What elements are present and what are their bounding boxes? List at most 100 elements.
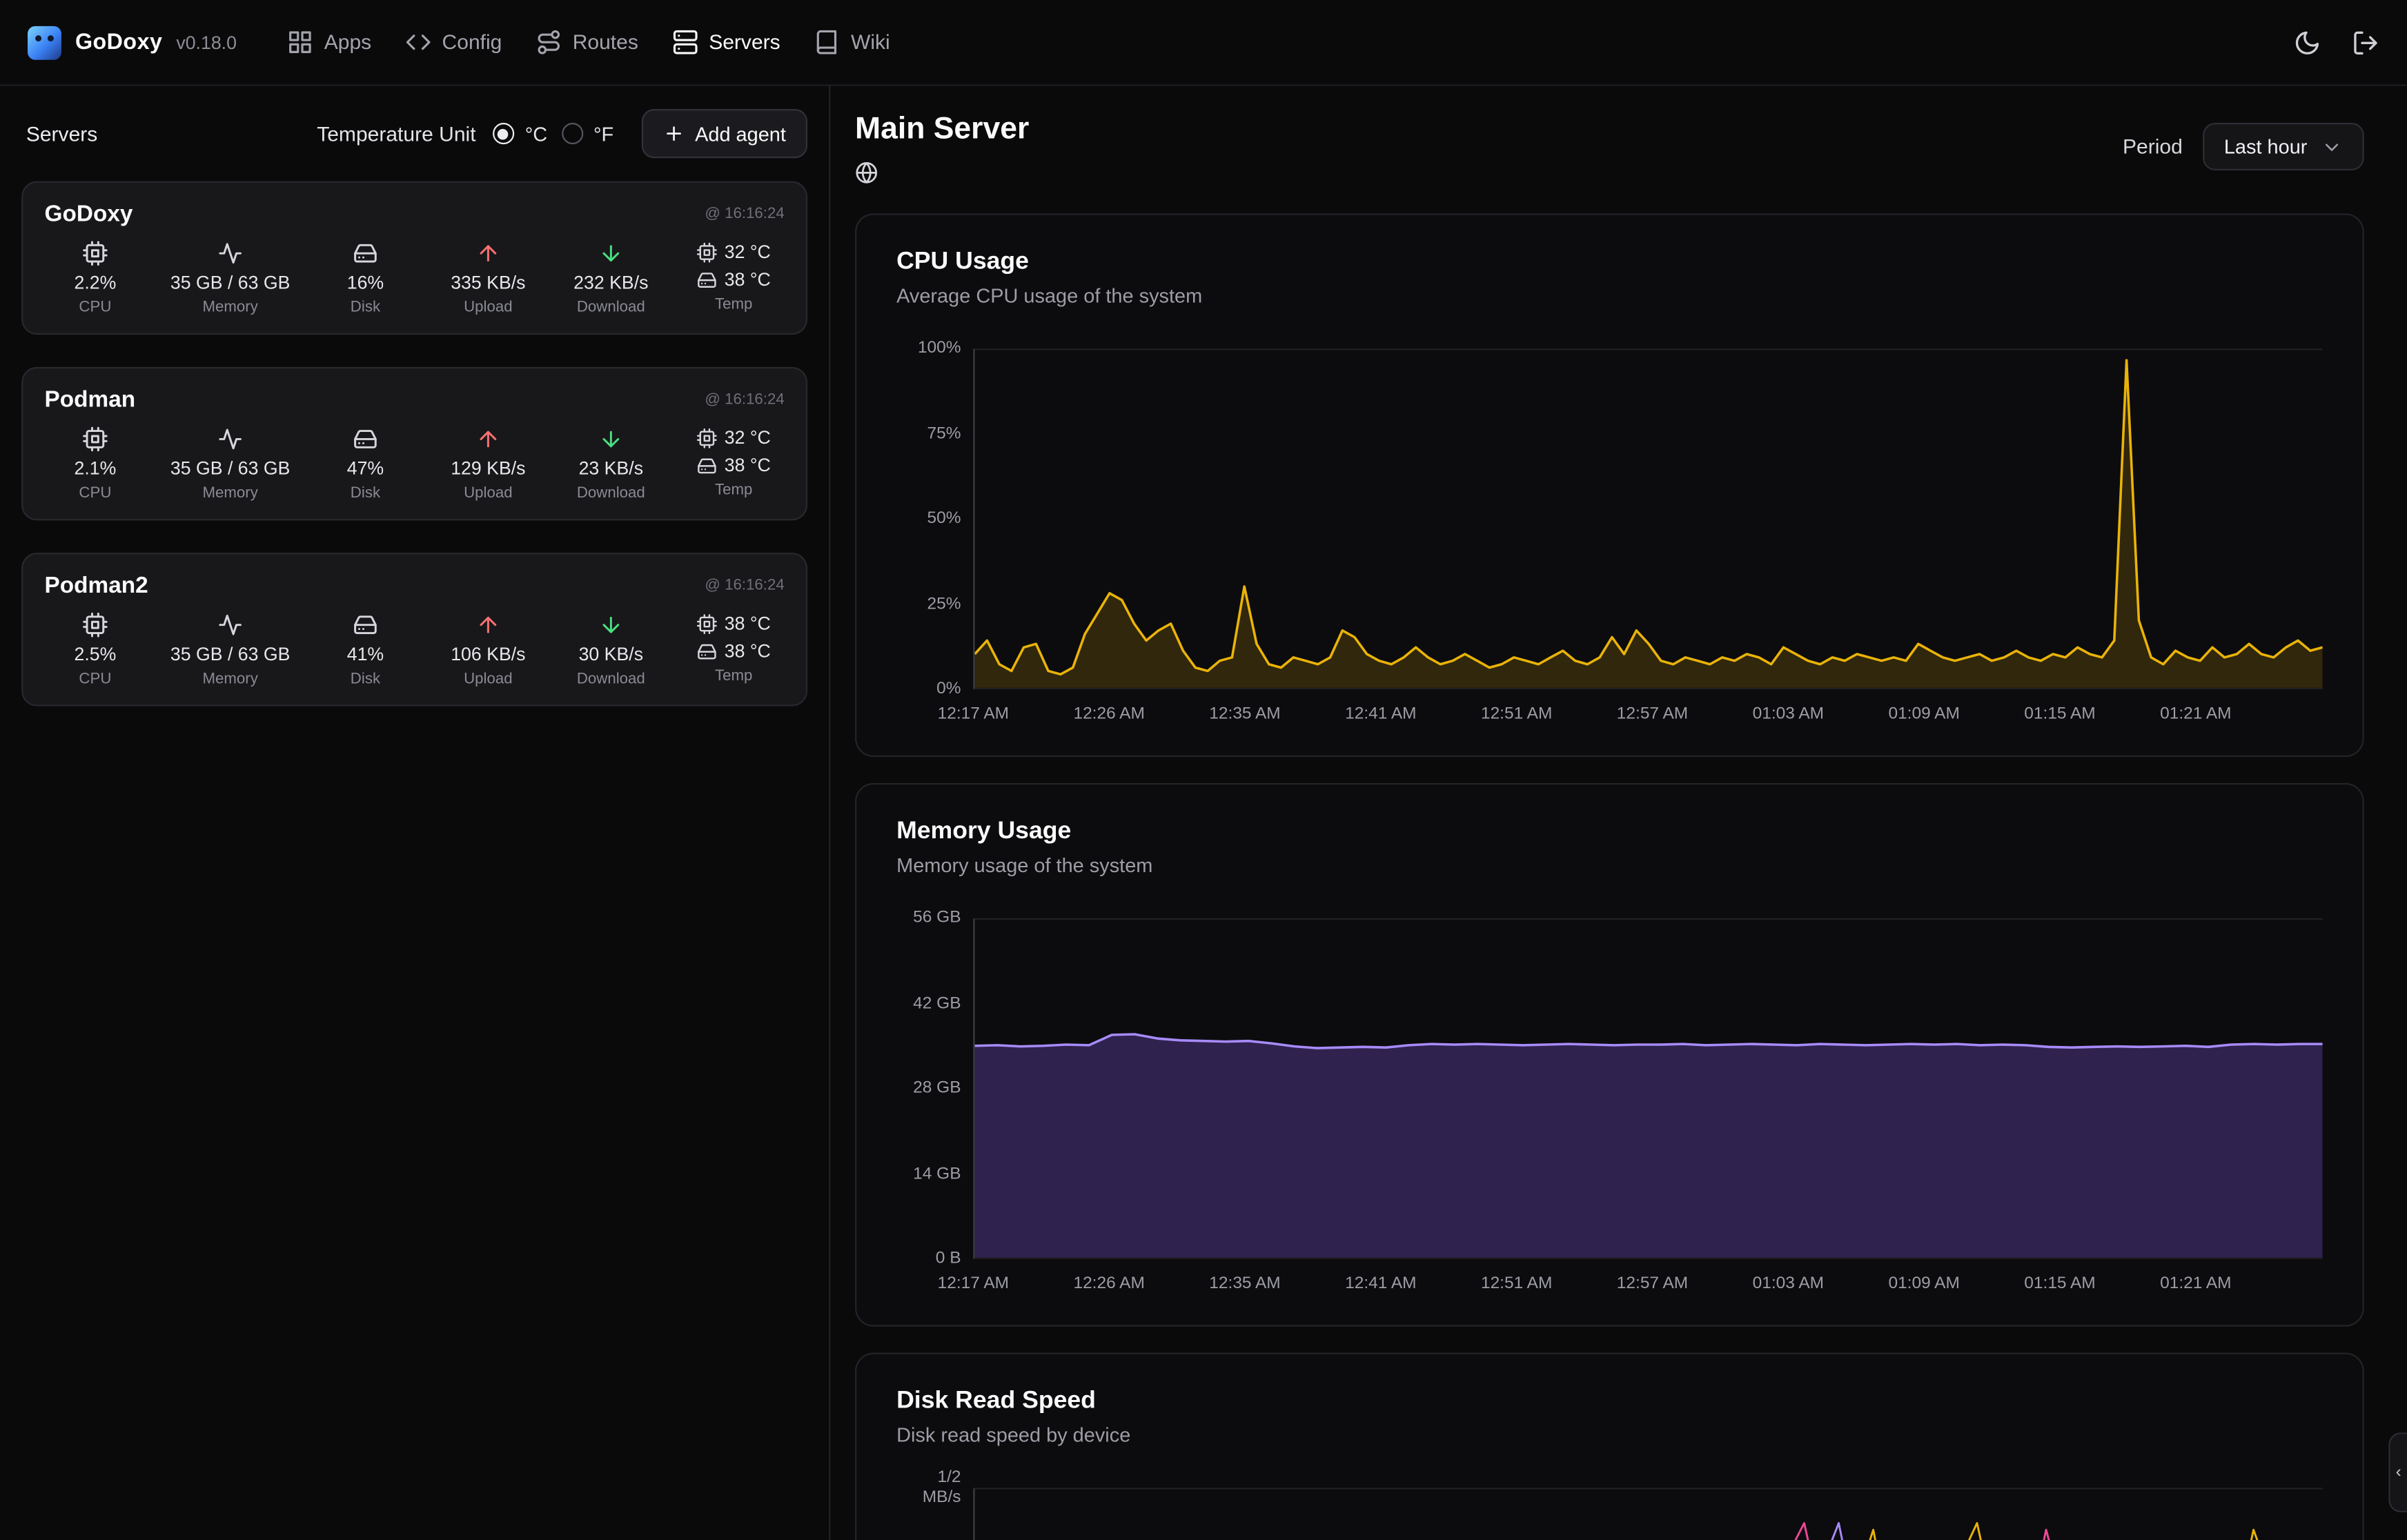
server-card-podman[interactable]: Podman @ 16:16:24 2.1% CPU 35 GB / 63 GB… (21, 366, 808, 521)
arrow-down-icon (599, 427, 624, 452)
disk-label: Disk (350, 671, 381, 688)
chevron-down-icon (2321, 136, 2342, 157)
server-card-godoxy[interactable]: GoDoxy @ 16:16:24 2.2% CPU 35 GB / 63 GB… (21, 181, 808, 335)
cpu-temp-value: 32 °C (724, 241, 771, 263)
disk-read-speed-card: Disk Read Speed Disk read speed by devic… (855, 1352, 2364, 1540)
server-card-podman2[interactable]: Podman2 @ 16:16:24 2.5% CPU 35 GB / 63 G… (21, 553, 808, 707)
upload-value: 106 KB/s (451, 643, 526, 665)
chevron-left-glyph: ‹ (2395, 1463, 2401, 1482)
cpu-value: 2.2% (74, 271, 117, 294)
x-tick-label: 12:57 AM (1616, 1274, 1689, 1293)
x-tick-label: 01:21 AM (2160, 704, 2232, 724)
x-tick-label: 01:03 AM (1752, 1274, 1825, 1293)
server-card-header: Podman @ 16:16:24 (45, 387, 785, 413)
nav-item-config[interactable]: Config (389, 20, 519, 65)
cpu-label: CPU (79, 671, 112, 688)
stat-cpu: 2.5% CPU (48, 613, 143, 688)
y-tick-label: 0% (936, 680, 961, 698)
stat-memory: 35 GB / 63 GB Memory (170, 241, 291, 316)
download-value: 232 KB/s (573, 271, 649, 294)
nav-item-servers[interactable]: Servers (655, 20, 797, 65)
activity-icon (218, 427, 243, 452)
nav-item-apps[interactable]: Apps (271, 20, 389, 65)
x-axis: 12:17 AM 12:26 AM 12:35 AM 12:41 AM 12:51 AM… (938, 704, 2322, 727)
x-axis: 12:17 AM 12:26 AM 12:35 AM 12:41 AM 12:51 AM… (938, 1274, 2322, 1297)
collapse-drawer-handle[interactable]: ‹ (2388, 1432, 2407, 1512)
version-label: v0.18.0 (176, 31, 237, 53)
y-tick-label: 56 GB (913, 908, 961, 927)
plus-icon (662, 123, 684, 144)
hard-drive-icon (697, 455, 717, 475)
cpu-icon (697, 613, 717, 633)
upload-value: 129 KB/s (451, 457, 526, 480)
disk-value: 16% (346, 271, 384, 294)
fahrenheit-label: °F (593, 121, 614, 146)
server-timestamp: @ 16:16:24 (705, 577, 785, 595)
period-group: Period Last hour (2123, 123, 2364, 171)
download-label: Download (576, 485, 645, 502)
x-tick-label: 12:41 AM (1345, 1274, 1417, 1293)
chart-title: Memory Usage (896, 818, 1072, 845)
godoxy-logo (28, 25, 61, 59)
y-tick-label: 100% (917, 339, 961, 357)
x-tick-label: 12:17 AM (937, 1274, 1010, 1293)
nav-item-routes[interactable]: Routes (519, 20, 655, 65)
stat-temp: 38 °C 38 °C Temp (686, 613, 781, 688)
temp-label: Temp (715, 668, 753, 685)
hard-drive-icon (353, 241, 378, 266)
fahrenheit-radio-group: °F (561, 122, 613, 145)
chart-plot-row: 56 GB 42 GB 28 GB 14 GB 0 B (896, 909, 2323, 1267)
nav-item-label: Routes (572, 30, 638, 54)
stat-memory: 35 GB / 63 GB Memory (170, 427, 291, 502)
code-icon (405, 29, 431, 55)
stat-cpu: 2.1% CPU (48, 427, 143, 502)
arrow-down-icon (599, 613, 624, 638)
nav-item-label: Servers (709, 30, 780, 54)
x-tick-label: 01:15 AM (2024, 704, 2096, 724)
logout-icon[interactable] (2352, 28, 2379, 56)
disk-value: 47% (346, 457, 384, 480)
memory-label: Memory (202, 299, 258, 317)
add-agent-button[interactable]: Add agent (641, 108, 808, 159)
download-label: Download (576, 671, 645, 688)
nav-item-wiki[interactable]: Wiki (797, 20, 907, 65)
stat-temp: 32 °C 38 °C Temp (686, 241, 781, 316)
temp-label: Temp (715, 482, 753, 500)
disk-temp-value: 38 °C (724, 640, 771, 662)
hard-drive-icon (353, 613, 378, 638)
chart-plot-row: 100% 75% 50% 25% 0% (896, 339, 2323, 698)
activity-icon (218, 613, 243, 638)
memory-value: 35 GB / 63 GB (170, 643, 291, 665)
book-icon (814, 29, 841, 55)
x-tick-label: 01:15 AM (2024, 1274, 2096, 1293)
celsius-radio[interactable] (493, 123, 515, 145)
stat-temp: 32 °C 38 °C Temp (686, 427, 781, 502)
period-value: Last hour (2223, 135, 2308, 159)
celsius-label: °C (524, 121, 548, 146)
page-title: Main Server (855, 112, 1030, 146)
servers-icon (672, 29, 698, 55)
x-tick-label: 12:35 AM (1209, 1274, 1281, 1293)
theme-toggle-moon-icon[interactable] (2293, 28, 2321, 56)
fahrenheit-radio[interactable] (561, 123, 583, 145)
chart-subtitle: Disk read speed by device (896, 1423, 1131, 1447)
sidebar-controls: Temperature Unit °C °F Add agent (317, 108, 808, 159)
x-tick-label: 12:26 AM (1073, 1274, 1145, 1293)
period-select[interactable]: Last hour (2202, 123, 2364, 171)
cpu-temp-value: 38 °C (724, 612, 771, 635)
x-tick-label: 12:41 AM (1345, 704, 1417, 724)
y-tick-label: 42 GB (913, 994, 961, 1012)
memory-label: Memory (202, 485, 258, 502)
y-tick-label: 1/2 MB/s (922, 1468, 961, 1507)
x-tick-label: 12:26 AM (1073, 704, 1145, 724)
cpu-icon (83, 613, 108, 638)
x-tick-label: 01:21 AM (2160, 1274, 2232, 1293)
stat-download: 30 KB/s Download (563, 613, 658, 688)
upload-label: Upload (464, 671, 513, 688)
memory-usage-chart (974, 920, 2323, 1258)
x-tick-label: 12:57 AM (1616, 704, 1689, 724)
upload-label: Upload (464, 299, 513, 317)
cpu-temp-row: 32 °C (697, 427, 771, 448)
servers-sidebar: Servers Temperature Unit °C °F Add agent (0, 86, 831, 1540)
arrow-up-icon (476, 241, 501, 266)
